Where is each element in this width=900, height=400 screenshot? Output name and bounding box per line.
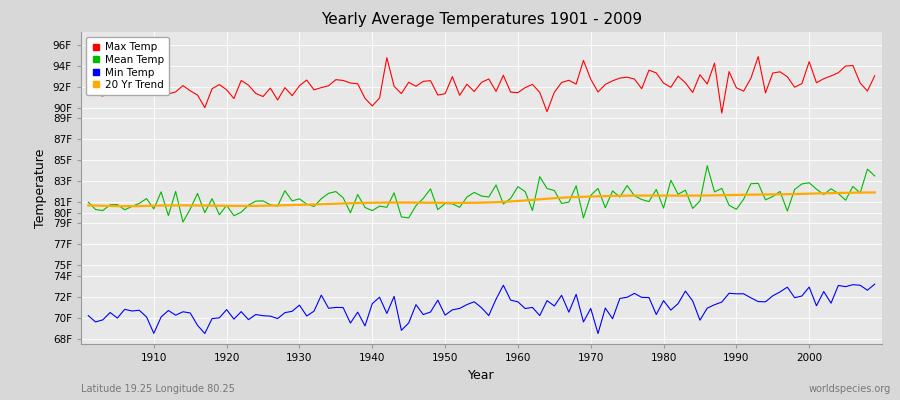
- Text: worldspecies.org: worldspecies.org: [809, 384, 891, 394]
- Y-axis label: Temperature: Temperature: [34, 148, 48, 228]
- Legend: Max Temp, Mean Temp, Min Temp, 20 Yr Trend: Max Temp, Mean Temp, Min Temp, 20 Yr Tre…: [86, 37, 169, 96]
- Title: Yearly Average Temperatures 1901 - 2009: Yearly Average Temperatures 1901 - 2009: [321, 12, 642, 27]
- X-axis label: Year: Year: [468, 368, 495, 382]
- Text: Latitude 19.25 Longitude 80.25: Latitude 19.25 Longitude 80.25: [81, 384, 235, 394]
